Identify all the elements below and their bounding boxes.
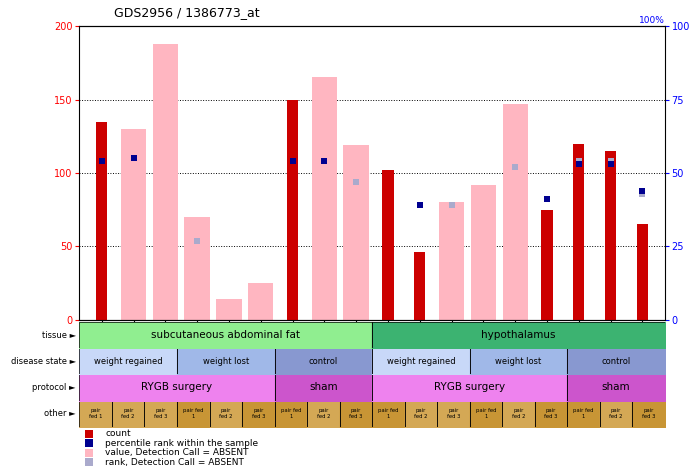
Bar	[471, 185, 496, 320]
Bar	[542, 210, 553, 320]
Text: pair
fed 1: pair fed 1	[89, 408, 102, 419]
Text: pair
fed 3: pair fed 3	[154, 408, 167, 419]
Text: pair fed
1: pair fed 1	[574, 408, 594, 419]
Text: RYGB surgery: RYGB surgery	[142, 383, 213, 392]
Text: rank, Detection Call = ABSENT: rank, Detection Call = ABSENT	[105, 457, 244, 466]
Bar	[312, 78, 337, 320]
Bar	[216, 300, 242, 320]
Text: percentile rank within the sample: percentile rank within the sample	[105, 438, 258, 447]
Text: control: control	[309, 357, 338, 366]
Text: pair
fed 2: pair fed 2	[414, 408, 428, 419]
Text: weight regained: weight regained	[386, 357, 455, 366]
Text: tissue ►: tissue ►	[41, 331, 76, 340]
Text: weight lost: weight lost	[495, 357, 542, 366]
Text: sham: sham	[602, 383, 630, 392]
Bar	[121, 129, 146, 320]
Bar	[439, 202, 464, 320]
Text: pair
fed 2: pair fed 2	[609, 408, 623, 419]
Bar	[153, 44, 178, 320]
Text: pair
fed 2: pair fed 2	[122, 408, 135, 419]
Text: pair
fed 2: pair fed 2	[219, 408, 233, 419]
Text: pair
fed 3: pair fed 3	[642, 408, 655, 419]
Text: pair
fed 2: pair fed 2	[511, 408, 525, 419]
Text: pair fed
1: pair fed 1	[281, 408, 301, 419]
Text: pair
fed 3: pair fed 3	[545, 408, 558, 419]
Text: other ►: other ►	[44, 409, 76, 418]
Text: hypothalamus: hypothalamus	[481, 330, 556, 340]
Bar	[287, 100, 298, 320]
Bar	[414, 252, 426, 320]
Bar	[502, 104, 528, 320]
Text: pair
fed 3: pair fed 3	[349, 408, 363, 419]
Text: subcutaneous abdominal fat: subcutaneous abdominal fat	[151, 330, 301, 340]
Bar	[605, 151, 616, 320]
Bar	[637, 225, 648, 320]
Text: pair
fed 3: pair fed 3	[446, 408, 460, 419]
Bar	[343, 145, 369, 320]
Bar	[248, 283, 274, 320]
Text: weight lost: weight lost	[202, 357, 249, 366]
Text: disease state ►: disease state ►	[10, 357, 76, 366]
Text: GDS2956 / 1386773_at: GDS2956 / 1386773_at	[114, 6, 260, 19]
Text: pair fed
1: pair fed 1	[378, 408, 399, 419]
Text: control: control	[601, 357, 631, 366]
Text: weight regained: weight regained	[94, 357, 162, 366]
Text: protocol ►: protocol ►	[32, 383, 76, 392]
Bar	[184, 217, 210, 320]
Text: 100%: 100%	[639, 16, 665, 25]
Bar	[96, 122, 107, 320]
Bar	[382, 170, 394, 320]
Bar	[574, 144, 585, 320]
Text: sham: sham	[309, 383, 338, 392]
Text: count: count	[105, 429, 131, 438]
Text: value, Detection Call = ABSENT: value, Detection Call = ABSENT	[105, 448, 249, 457]
Text: pair
fed 3: pair fed 3	[252, 408, 265, 419]
Text: RYGB surgery: RYGB surgery	[434, 383, 505, 392]
Text: pair fed
1: pair fed 1	[183, 408, 204, 419]
Text: pair
fed 2: pair fed 2	[316, 408, 330, 419]
Text: pair fed
1: pair fed 1	[475, 408, 496, 419]
